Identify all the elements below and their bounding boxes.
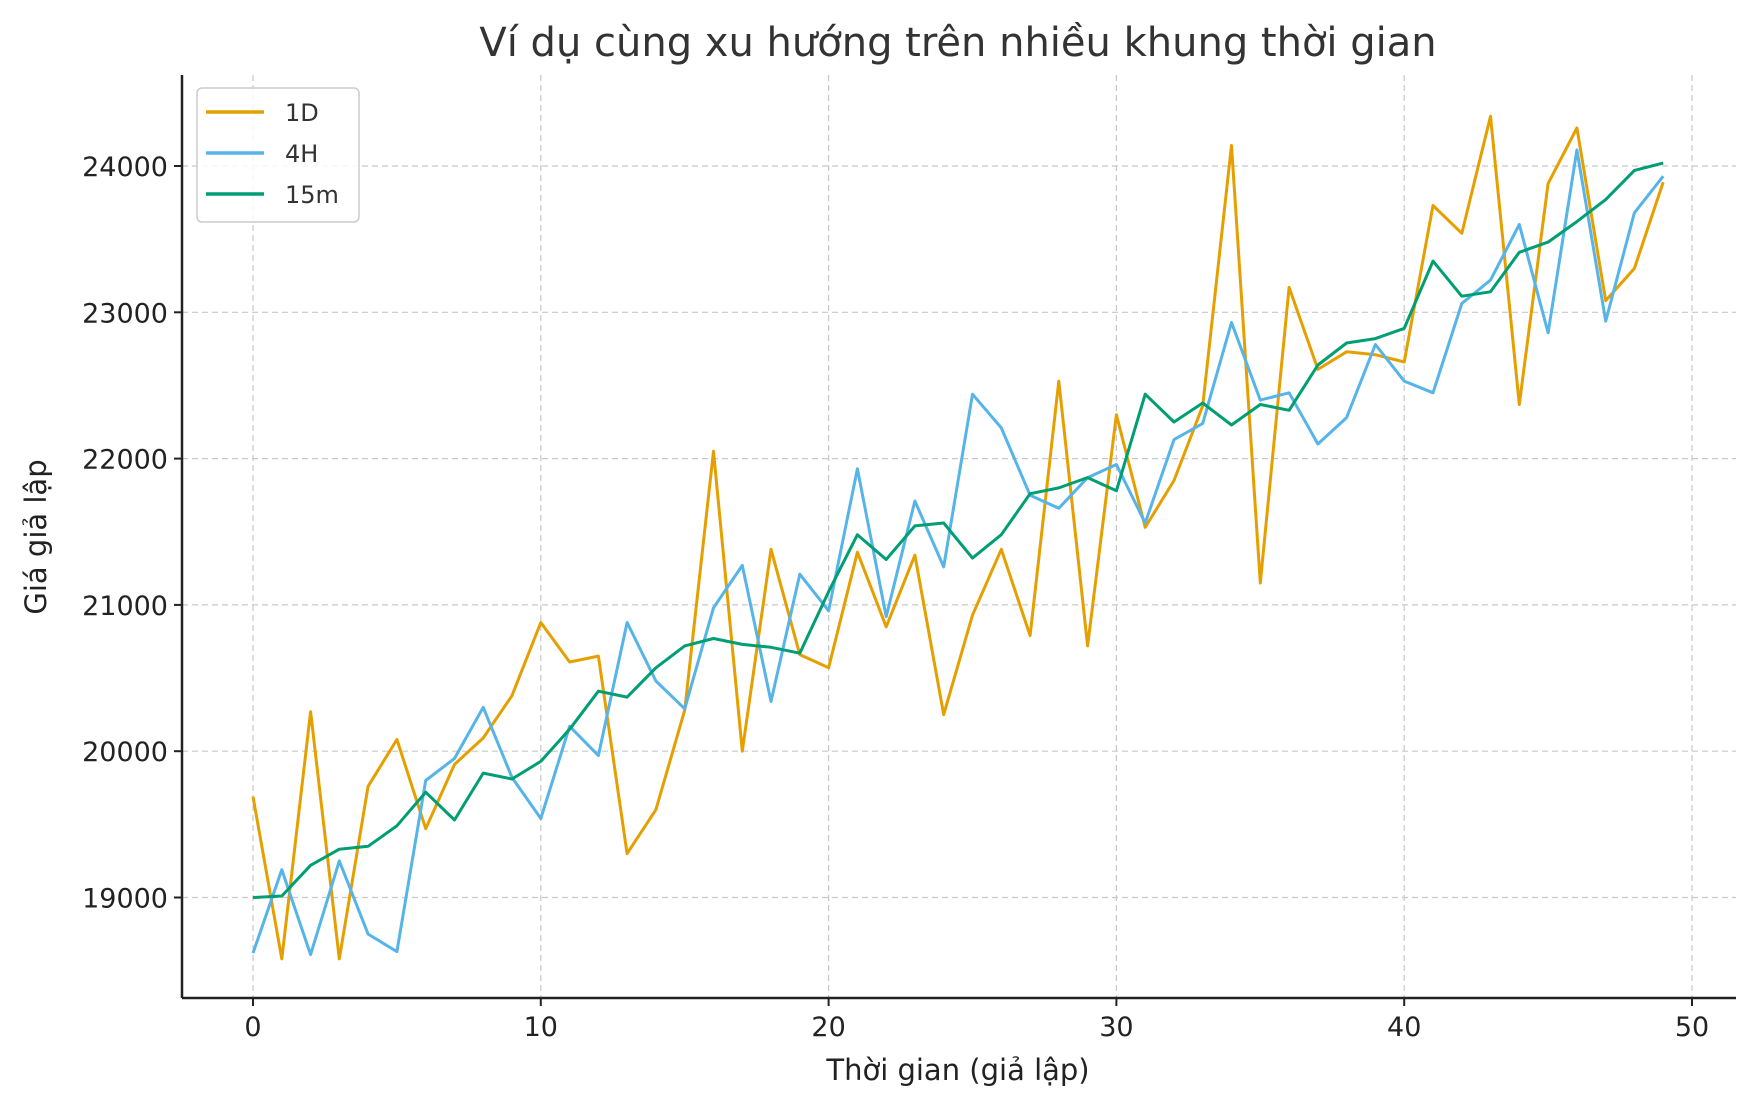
x-tick-label: 40 bbox=[1387, 1012, 1421, 1043]
y-tick-label: 21000 bbox=[82, 591, 168, 622]
y-tick-label: 20000 bbox=[82, 737, 168, 768]
y-tick-label: 22000 bbox=[82, 445, 168, 476]
series-1d-line bbox=[251, 114, 1665, 961]
y-tick-label: 19000 bbox=[82, 884, 168, 915]
series-4h-line bbox=[251, 148, 1665, 957]
series-lines bbox=[251, 114, 1665, 961]
x-tick-label: 10 bbox=[524, 1012, 558, 1043]
chart-title: Ví dụ cùng xu hướng trên nhiều khung thờ… bbox=[479, 20, 1436, 66]
grid-lines bbox=[182, 75, 1736, 998]
legend-label: 1D bbox=[285, 99, 319, 127]
x-axis-ticks: 0 10 20 30 40 50 bbox=[244, 998, 1709, 1043]
y-tick-label: 24000 bbox=[82, 152, 168, 183]
y-axis-label: Giá giả lập bbox=[19, 459, 53, 614]
y-axis-ticks: 19000 20000 21000 22000 23000 24000 bbox=[82, 152, 182, 915]
y-tick-label: 23000 bbox=[82, 298, 168, 329]
series-15m-line bbox=[252, 161, 1664, 899]
x-tick-label: 0 bbox=[244, 1012, 261, 1043]
legend: 1D 4H 15m bbox=[196, 87, 360, 223]
legend-label: 15m bbox=[285, 181, 339, 209]
x-tick-label: 50 bbox=[1675, 1012, 1709, 1043]
x-tick-label: 30 bbox=[1099, 1012, 1133, 1043]
x-axis-label: Thời gian (giả lập) bbox=[825, 1053, 1089, 1087]
legend-label: 4H bbox=[285, 140, 318, 168]
axes bbox=[180, 75, 1736, 1000]
x-tick-label: 20 bbox=[811, 1012, 845, 1043]
